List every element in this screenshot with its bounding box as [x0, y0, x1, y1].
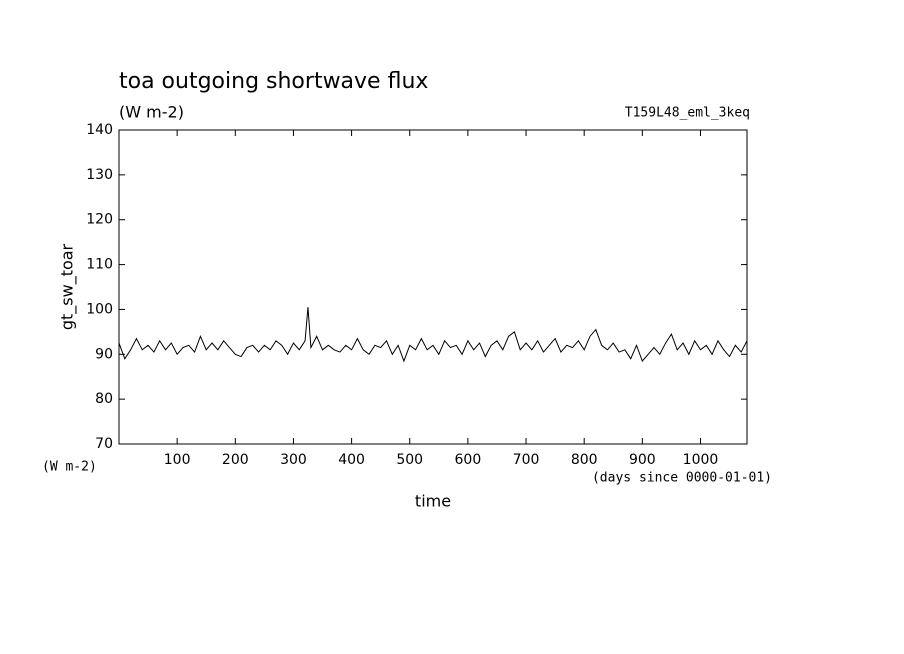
chart-title: toa outgoing shortwave flux — [119, 69, 428, 94]
annotation: T159L48_eml_3keq — [625, 106, 750, 121]
x-tick-label: 500 — [396, 452, 423, 468]
x-tick-label: 100 — [164, 452, 191, 468]
y-tick-label: 70 — [95, 436, 113, 452]
y-tick-label: 140 — [86, 122, 113, 138]
x-tick-label: 400 — [338, 452, 365, 468]
y-tick-label: 100 — [86, 301, 113, 317]
data-line — [118, 307, 748, 363]
plot-frame — [118, 129, 748, 445]
x-tick-label: 800 — [571, 452, 598, 468]
x-tick-label: 300 — [280, 452, 307, 468]
y-axis-label: gt_sw_toar — [58, 243, 78, 330]
x-tick-label: 1000 — [683, 452, 719, 468]
y-tick-label: 90 — [95, 346, 113, 362]
subtitle: (W m-2) — [119, 103, 184, 122]
y-tick-label: 130 — [86, 167, 113, 183]
x-axis-label: time — [415, 492, 451, 511]
x-tick-label: 700 — [513, 452, 540, 468]
y-tick-label: 80 — [95, 391, 113, 407]
x-tick-label: 900 — [629, 452, 656, 468]
x-units: (days since 0000-01-01) — [592, 471, 772, 486]
y-tick-label: 110 — [86, 257, 113, 273]
y-tick-label: 120 — [86, 212, 113, 228]
x-tick-label: 200 — [222, 452, 249, 468]
y-units: (W m-2) — [42, 460, 97, 475]
x-tick-label: 600 — [455, 452, 482, 468]
